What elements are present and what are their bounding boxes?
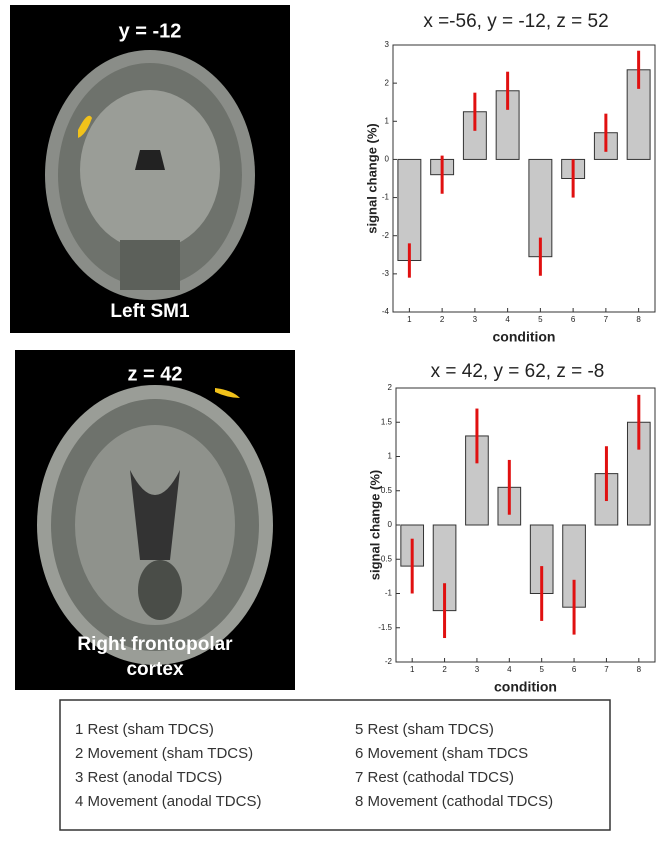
legend-entry: 1 Rest (sham TDCS)	[75, 721, 214, 738]
x-tick-label: 5	[538, 315, 543, 324]
y-tick-label: -3	[382, 269, 390, 278]
legend-box	[60, 700, 610, 830]
legend-entry: 6 Movement (sham TDCS	[355, 745, 528, 762]
y-tick-label: -1.5	[378, 623, 392, 632]
coordinate: y = -12	[119, 20, 182, 42]
y-tick-label: 2	[385, 78, 390, 87]
legend-entry: 7 Rest (cathodal TDCS)	[355, 769, 514, 786]
x-tick-label: 6	[571, 315, 576, 324]
x-tick-label: 4	[507, 665, 512, 674]
brain-panel: z = 42 Right frontopolar cortex	[15, 350, 295, 690]
y-tick-label: -1	[382, 193, 390, 202]
plot-frame	[393, 45, 655, 312]
x-axis-label: condition	[493, 329, 556, 345]
y-tick-label: -1	[385, 589, 393, 598]
y-axis-label: signal change (%)	[367, 470, 382, 581]
x-tick-label: 2	[440, 315, 445, 324]
x-tick-label: 2	[442, 665, 447, 674]
x-tick-label: 1	[410, 665, 415, 674]
figure: y = -12 Left SM1 z = 42 Right frontopola…	[0, 0, 660, 836]
y-tick-label: 0	[385, 155, 390, 164]
y-axis-label: signal change (%)	[364, 123, 379, 234]
y-tick-label: 1	[388, 452, 393, 461]
x-tick-label: 3	[475, 665, 480, 674]
region-label: cortex	[126, 659, 183, 680]
x-axis-label: condition	[494, 679, 557, 695]
y-tick-label: 1	[385, 116, 390, 125]
x-tick-label: 5	[539, 665, 544, 674]
legend-entry: 3 Rest (anodal TDCS)	[75, 769, 222, 786]
x-tick-label: 6	[572, 665, 577, 674]
y-tick-label: 0	[388, 520, 393, 529]
x-tick-label: 1	[407, 315, 412, 324]
y-tick-label: -2	[385, 657, 393, 666]
chart-title: x =-56, y = -12, z = 52	[423, 11, 608, 32]
legend-entry: 4 Movement (anodal TDCS)	[75, 793, 261, 810]
x-tick-label: 7	[604, 315, 609, 324]
legend-entry: 2 Movement (sham TDCS)	[75, 745, 253, 762]
legend-entry: 8 Movement (cathodal TDCS)	[355, 793, 553, 810]
x-tick-label: 8	[637, 665, 642, 674]
chart-title: x = 42, y = 62, z = -8	[431, 361, 605, 382]
region-label: Right frontopolar	[77, 634, 233, 655]
y-tick-label: 2	[388, 383, 393, 392]
x-tick-label: 7	[604, 665, 609, 674]
x-tick-label: 3	[473, 315, 478, 324]
region-label: Left SM1	[110, 301, 190, 322]
y-tick-label: 1.5	[381, 417, 393, 426]
legend-entry: 5 Rest (sham TDCS)	[355, 721, 494, 738]
x-tick-label: 8	[636, 315, 641, 324]
coordinate: z = 42	[127, 363, 182, 385]
x-tick-label: 4	[505, 315, 510, 324]
y-tick-label: -4	[382, 307, 390, 316]
brain-panel: y = -12 Left SM1	[10, 5, 290, 333]
y-tick-label: -2	[382, 231, 390, 240]
y-tick-label: 0.5	[381, 486, 393, 495]
y-tick-label: 3	[385, 40, 390, 49]
